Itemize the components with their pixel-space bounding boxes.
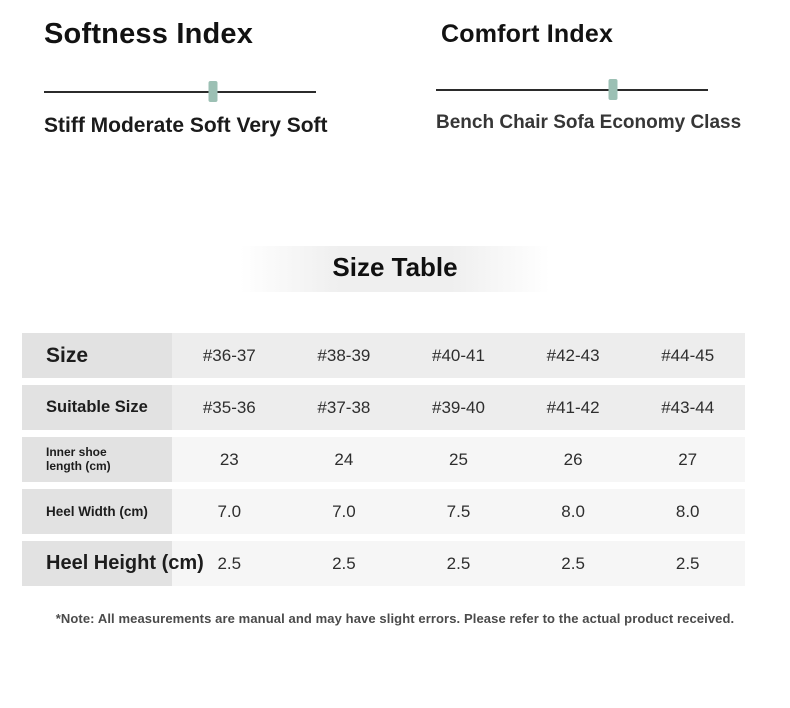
comfort-scale-labels: Bench Chair Sofa Economy Class (436, 112, 742, 133)
table-cell: 24 (286, 437, 402, 482)
softness-index-title: Softness Index (44, 18, 254, 50)
table-cell: 8.0 (630, 489, 745, 534)
table-cell: #43-44 (630, 385, 745, 430)
softness-scale-line (44, 81, 316, 102)
table-cell: #40-41 (401, 333, 516, 378)
table-cell: 23 (172, 437, 287, 482)
table-cell: #39-40 (401, 385, 516, 430)
row-header-size: Size (22, 333, 172, 378)
comfort-slider-marker (608, 79, 618, 100)
table-cell: #36-37 (172, 333, 287, 378)
table-cell: 8.0 (515, 489, 631, 534)
comfort-index-title: Comfort Index (441, 20, 614, 48)
row-header-heel-width: Heel Width (cm) (22, 489, 172, 534)
table-cell: #44-45 (630, 333, 745, 378)
table-cell: 27 (630, 437, 745, 482)
table-cell: #35-36 (172, 385, 287, 430)
table-cell: 2.5 (172, 541, 287, 586)
table-cell: 2.5 (401, 541, 516, 586)
row-header-inner-shoe-length: Inner shoe length (cm) (22, 437, 172, 482)
table-cell: #41-42 (515, 385, 631, 430)
softness-scale-labels: Stiff Moderate Soft Very Soft (44, 114, 328, 137)
table-cell: 7.0 (286, 489, 402, 534)
row-header-heel-height: Heel Height (cm) (22, 541, 204, 586)
table-cell: 26 (515, 437, 631, 482)
measurement-note: *Note: All measurements are manual and m… (55, 611, 735, 626)
table-cell: 7.5 (401, 489, 516, 534)
table-cell: 25 (401, 437, 516, 482)
size-table-title: Size Table (332, 252, 458, 282)
size-table-title-band (240, 246, 550, 292)
table-cell: 2.5 (630, 541, 745, 586)
row-header-suitable-size: Suitable Size (22, 385, 172, 430)
comfort-scale-line (436, 79, 708, 100)
table-cell: 2.5 (515, 541, 631, 586)
size-table: Size #36-37 #38-39 #40-41 #42-43 #44-45 … (22, 333, 745, 586)
table-cell: #38-39 (286, 333, 402, 378)
softness-slider-marker (208, 81, 218, 102)
table-cell: #42-43 (515, 333, 631, 378)
table-cell: 7.0 (172, 489, 287, 534)
table-cell: #37-38 (286, 385, 402, 430)
table-cell: 2.5 (286, 541, 402, 586)
